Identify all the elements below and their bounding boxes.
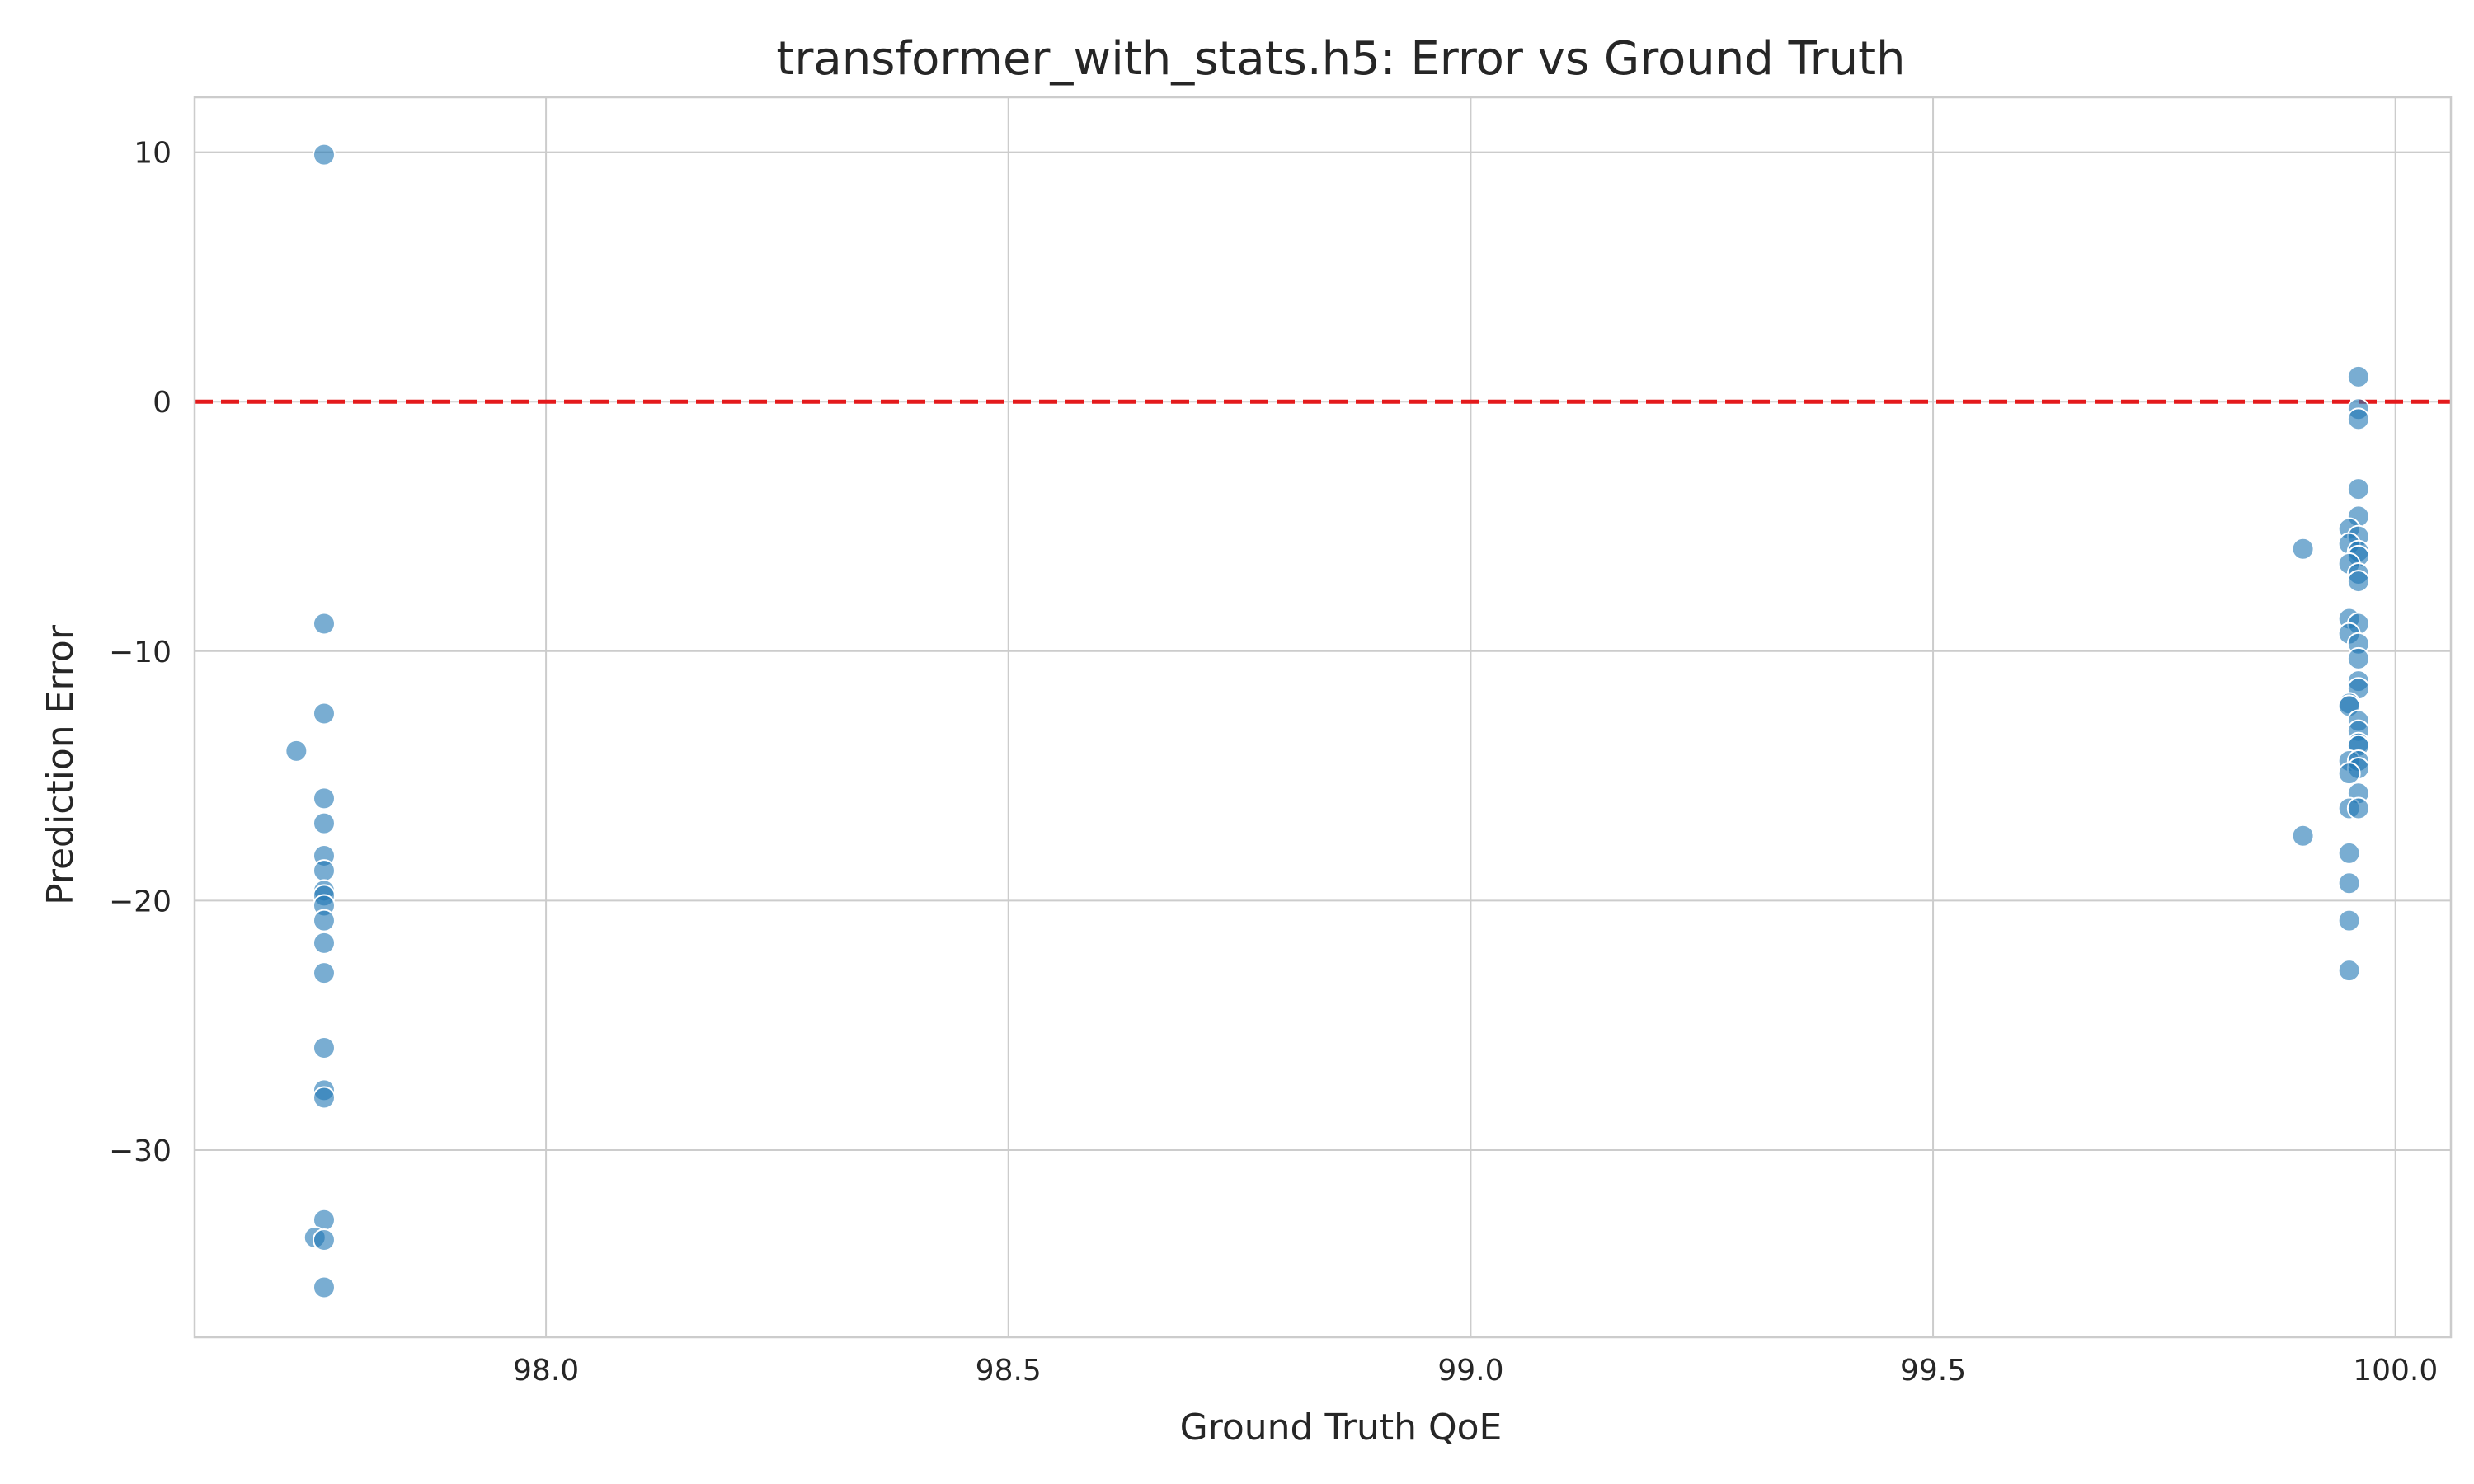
data-points [285,143,2370,1299]
data-point [2337,959,2361,983]
data-point [2337,841,2361,865]
data-point [312,702,336,726]
data-point [312,811,336,835]
data-point [312,1086,336,1110]
y-tick-label: −20 [109,885,172,918]
data-point [2291,824,2315,848]
data-point [312,961,336,985]
x-tick-label: 98.5 [976,1354,1042,1388]
data-point [312,787,336,810]
data-point [2346,570,2370,594]
x-tick-label: 100.0 [2353,1354,2438,1388]
data-point [2337,871,2361,895]
data-point [312,1036,336,1059]
data-point [312,612,336,636]
data-point [2346,477,2370,501]
data-point [2337,909,2361,932]
data-point [2337,762,2361,786]
x-tick-label: 99.5 [1900,1354,1966,1388]
data-point [2346,796,2370,820]
data-point [2346,646,2370,670]
y-tick-label: −10 [109,636,172,669]
y-tick-label: 0 [153,386,172,420]
y-tick-label: 10 [134,137,172,171]
data-point [312,1228,336,1252]
chart-title: transformer_with_stats.h5: Error vs Grou… [776,32,1905,86]
data-point [285,739,308,763]
data-point [2291,537,2315,561]
data-point [312,931,336,955]
x-axis-label: Ground Truth QoE [1180,1407,1503,1449]
x-tick-label: 98.0 [513,1354,579,1388]
data-point [312,143,336,167]
plot-frame [193,96,2453,1339]
data-point [312,859,336,883]
data-point [2346,364,2370,388]
x-tick-label: 99.0 [1437,1354,1503,1388]
y-axis-label: Prediction Error [40,624,82,905]
data-point [2346,407,2370,431]
x-axis-ticks: 98.0 98.5 99.0 99.5 100.0 [513,1354,2438,1388]
y-axis-ticks: 10 0 −10 −20 −30 [109,137,172,1168]
grid-lines [195,97,2451,1337]
data-point [312,909,336,932]
y-tick-label: −30 [109,1134,172,1168]
data-point [312,1275,336,1299]
